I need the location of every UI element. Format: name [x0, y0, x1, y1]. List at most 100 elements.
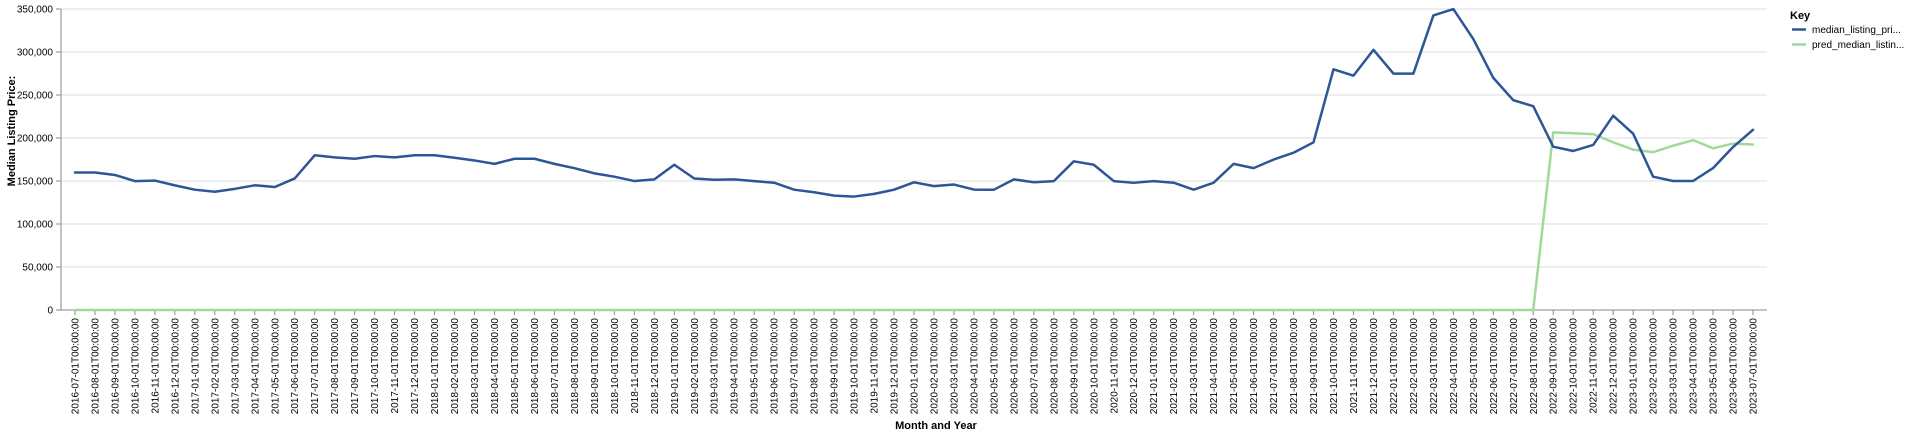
x-tick-label: 2018-11-01T00:00:00 [630, 318, 641, 414]
x-tick-label: 2017-01-01T00:00:00 [190, 318, 201, 415]
x-tick-label: 2017-02-01T00:00:00 [210, 318, 221, 415]
x-tick-label: 2021-04-01T00:00:00 [1209, 318, 1220, 415]
x-tick-label: 2020-02-01T00:00:00 [929, 318, 940, 415]
legend: Key median_listing_pri... pred_median_lis… [1790, 10, 1904, 51]
x-tick-label: 2019-09-01T00:00:00 [830, 318, 841, 415]
x-tick-label: 2023-02-01T00:00:00 [1649, 318, 1660, 415]
x-tick-label: 2018-06-01T00:00:00 [530, 318, 541, 415]
x-tick-label: 2018-12-01T00:00:00 [650, 318, 661, 415]
x-tick-label: 2019-03-01T00:00:00 [710, 318, 721, 415]
x-tick-label: 2022-02-01T00:00:00 [1409, 318, 1420, 415]
series-line [73, 131, 1755, 312]
x-tick-label: 2019-07-01T00:00:00 [790, 318, 801, 415]
x-tick-label: 2018-03-01T00:00:00 [470, 318, 481, 415]
x-tick-label: 2022-03-01T00:00:00 [1429, 318, 1440, 415]
x-tick-label: 2020-09-01T00:00:00 [1069, 318, 1080, 415]
x-tick-label: 2017-11-01T00:00:00 [390, 318, 401, 414]
x-tick-label: 2020-05-01T00:00:00 [989, 318, 1000, 415]
y-tick-label: 0 [47, 306, 53, 317]
legend-title: Key [1790, 10, 1811, 22]
x-tick-label: 2022-07-01T00:00:00 [1509, 318, 1520, 415]
x-tick-label: 2021-05-01T00:00:00 [1229, 318, 1240, 415]
x-tick-label: 2023-04-01T00:00:00 [1689, 318, 1700, 415]
x-tick-label: 2019-06-01T00:00:00 [770, 318, 781, 415]
x-tick-label: 2020-10-01T00:00:00 [1089, 318, 1100, 415]
x-tick-label: 2019-10-01T00:00:00 [850, 318, 861, 415]
x-tick-label: 2020-11-01T00:00:00 [1109, 318, 1120, 414]
y-tick-label: 50,000 [22, 263, 53, 274]
legend-label: median_listing_pri... [1812, 25, 1901, 36]
x-tick-label: 2017-08-01T00:00:00 [330, 318, 341, 415]
x-tick-label: 2023-05-01T00:00:00 [1709, 318, 1720, 415]
x-tick-label: 2022-12-01T00:00:00 [1609, 318, 1620, 415]
x-tick-label: 2017-12-01T00:00:00 [410, 318, 421, 415]
x-tick-label: 2016-07-01T00:00:00 [71, 318, 82, 415]
y-tick-label: 100,000 [17, 220, 54, 231]
x-tick-label: 2022-10-01T00:00:00 [1569, 318, 1580, 415]
x-tick-label: 2021-09-01T00:00:00 [1309, 318, 1320, 415]
x-tick-label: 2019-11-01T00:00:00 [870, 318, 881, 414]
x-tick-label: 2020-08-01T00:00:00 [1049, 318, 1060, 415]
y-axis-title: Median Listing Price: [6, 76, 18, 187]
x-tick-label: 2016-08-01T00:00:00 [90, 318, 101, 415]
x-tick-label: 2021-11-01T00:00:00 [1349, 318, 1360, 414]
x-tick-label: 2017-05-01T00:00:00 [270, 318, 281, 415]
x-tick-label: 2018-08-01T00:00:00 [570, 318, 581, 415]
x-tick-label: 2017-06-01T00:00:00 [290, 318, 301, 415]
x-tick-label: 2020-06-01T00:00:00 [1009, 318, 1020, 415]
x-tick-label: 2018-07-01T00:00:00 [550, 318, 561, 415]
y-tick-label: 150,000 [17, 177, 54, 188]
x-tick-label: 2022-05-01T00:00:00 [1469, 318, 1480, 415]
x-tick-label: 2019-01-01T00:00:00 [670, 318, 681, 415]
series-lines [73, 7, 1755, 312]
x-tick-label: 2018-09-01T00:00:00 [590, 318, 601, 415]
x-tick-label: 2017-04-01T00:00:00 [250, 318, 261, 415]
x-tick-label: 2022-04-01T00:00:00 [1449, 318, 1460, 415]
x-tick-label: 2019-08-01T00:00:00 [810, 318, 821, 415]
x-tick-label: 2019-12-01T00:00:00 [890, 318, 901, 415]
x-tick-label: 2022-11-01T00:00:00 [1589, 318, 1600, 414]
x-tick-label: 2019-02-01T00:00:00 [690, 318, 701, 415]
x-tick-label: 2022-09-01T00:00:00 [1549, 318, 1560, 415]
x-tick-label: 2023-01-01T00:00:00 [1629, 318, 1640, 415]
x-tick-label: 2023-07-01T00:00:00 [1749, 318, 1760, 415]
x-tick-label: 2018-01-01T00:00:00 [430, 318, 441, 415]
x-tick-label: 2020-07-01T00:00:00 [1029, 318, 1040, 415]
x-tick-label: 2017-09-01T00:00:00 [350, 318, 361, 415]
x-tick-label: 2018-02-01T00:00:00 [450, 318, 461, 415]
x-tick-label: 2023-03-01T00:00:00 [1669, 318, 1680, 415]
x-tick-label: 2016-09-01T00:00:00 [110, 318, 121, 415]
x-tick-label: 2016-10-01T00:00:00 [130, 318, 141, 415]
x-tick-label: 2017-07-01T00:00:00 [310, 318, 321, 415]
x-tick-label: 2020-01-01T00:00:00 [910, 318, 921, 415]
x-tick-label: 2022-01-01T00:00:00 [1389, 318, 1400, 415]
x-tick-label: 2019-05-01T00:00:00 [750, 318, 761, 415]
y-tick-label: 350,000 [17, 5, 54, 16]
x-tick-label: 2021-02-01T00:00:00 [1169, 318, 1180, 415]
legend-label: pred_median_listin... [1812, 40, 1904, 51]
axes: 0 50,000 100,000 150,000 200,000 250,000 300,0… [17, 5, 1767, 415]
x-tick-label: 2017-10-01T00:00:00 [370, 318, 381, 415]
x-tick-label: 2019-04-01T00:00:00 [730, 318, 741, 415]
x-tick-label: 2023-06-01T00:00:00 [1729, 318, 1740, 415]
x-tick-label: 2016-12-01T00:00:00 [170, 318, 181, 415]
x-tick-label: 2022-08-01T00:00:00 [1529, 318, 1540, 415]
y-tick-label: 250,000 [17, 91, 54, 102]
x-tick-label: 2018-04-01T00:00:00 [490, 318, 501, 415]
x-tick-label: 2020-04-01T00:00:00 [969, 318, 980, 415]
x-tick-label: 2021-12-01T00:00:00 [1369, 318, 1380, 415]
x-tick-label: 2016-11-01T00:00:00 [150, 318, 161, 414]
x-tick-label: 2020-03-01T00:00:00 [949, 318, 960, 415]
x-tick-label: 2021-10-01T00:00:00 [1329, 318, 1340, 415]
series-line [73, 7, 1755, 198]
gridlines [61, 8, 1767, 311]
x-tick-label: 2022-06-01T00:00:00 [1489, 318, 1500, 415]
x-tick-label: 2021-06-01T00:00:00 [1249, 318, 1260, 415]
x-axis-title: Month and Year [895, 420, 977, 432]
y-tick-label: 200,000 [17, 134, 54, 145]
x-tick-label: 2021-08-01T00:00:00 [1289, 318, 1300, 415]
y-tick-label: 300,000 [17, 48, 54, 59]
x-tick-label: 2017-03-01T00:00:00 [230, 318, 241, 415]
